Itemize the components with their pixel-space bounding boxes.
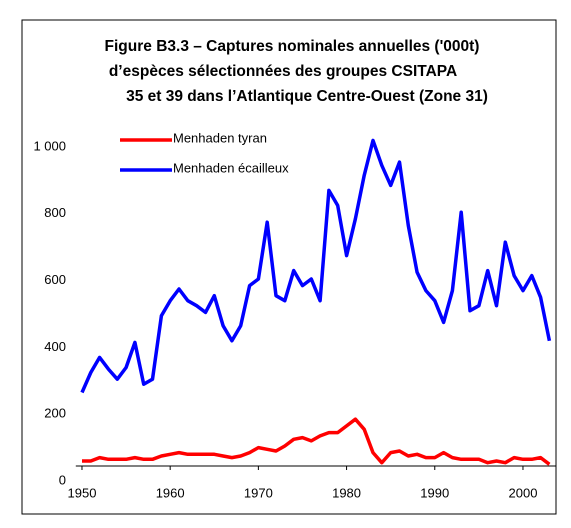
- y-tick-label: 400: [44, 339, 66, 354]
- legend-label: Menhaden tyran: [173, 130, 267, 145]
- chart-title: d’espèces sélectionnées des groupes CSIT…: [109, 63, 457, 80]
- x-tick-label: 1950: [68, 485, 97, 500]
- chart-title: Figure B3.3 – Captures nominales annuell…: [105, 38, 480, 55]
- x-tick-label: 2000: [509, 485, 538, 500]
- series-line: [80, 138, 552, 394]
- legend-label: Menhaden écailleux: [173, 160, 289, 175]
- y-tick-label: 600: [44, 272, 66, 287]
- x-tick-label: 1980: [332, 485, 361, 500]
- chart-title: 35 et 39 dans l’Atlantique Centre-Ouest …: [126, 88, 488, 105]
- x-tick-label: 1970: [244, 485, 273, 500]
- y-tick-label: 800: [44, 205, 66, 220]
- frame: [21, 19, 557, 515]
- x-tick-label: 1990: [420, 485, 449, 500]
- series-line: [82, 417, 551, 466]
- x-tick-label: 1960: [156, 485, 185, 500]
- y-tick-label: 1 000: [33, 138, 66, 153]
- y-tick-label: 0: [59, 472, 66, 487]
- y-tick-label: 200: [44, 406, 66, 421]
